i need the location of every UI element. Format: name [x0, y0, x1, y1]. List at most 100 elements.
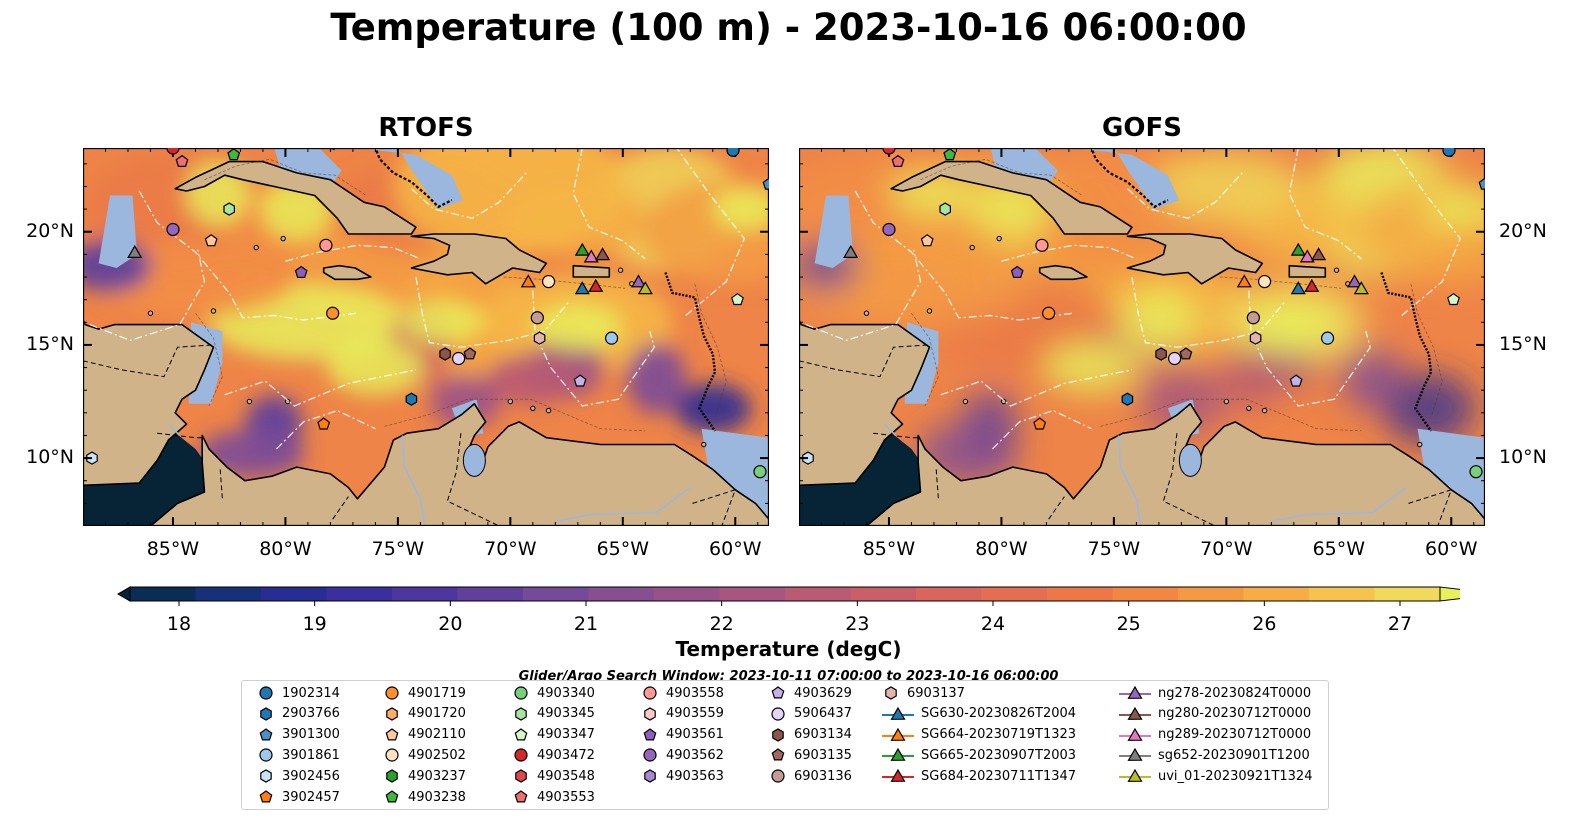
legend-label: 1902314: [282, 685, 340, 701]
legend-entry: ng289-20230712T0000: [1118, 725, 1311, 745]
marker-SG664-20230719T1323: [520, 274, 536, 288]
marker-5906437: [452, 351, 466, 366]
colorbar-segment: [1374, 587, 1441, 601]
legend-label: 4903561: [666, 727, 724, 743]
colorbar-segment: [195, 587, 262, 601]
legend-marker: [259, 790, 273, 803]
legend-marker: [643, 727, 657, 741]
legend-entry: SG665-20230907T2003: [881, 745, 1076, 765]
marker-SG684-20230711T1347: [588, 278, 604, 292]
marker-SG664-20230719T1323: [1236, 274, 1252, 288]
legend-marker: [385, 748, 399, 762]
legend-entry: 4903347: [511, 725, 595, 745]
marker-4903345: [223, 202, 235, 216]
legend-marker: [515, 769, 527, 783]
marker-6903135: [1179, 347, 1193, 360]
legend-entry: 2903766: [256, 704, 340, 724]
colorbar-segment: [1309, 587, 1375, 601]
marker-4903553: [175, 154, 189, 167]
legend-label: 2903766: [282, 706, 340, 722]
circle-marker-icon: [385, 686, 399, 700]
triangle-marker-icon: [1119, 748, 1151, 762]
colorbar-segment: [392, 587, 458, 601]
legend-label: ng289-20230712T0000: [1158, 727, 1312, 743]
colorbar-tick-label: 20: [438, 613, 462, 635]
colorbar-segment: [457, 587, 524, 601]
land-hispaniola: [1126, 233, 1264, 285]
marker-uvi_01-20230921T1324: [1353, 281, 1369, 295]
legend-label: ng278-20230824T0000: [1158, 685, 1312, 701]
pentagon-marker-icon: [259, 790, 273, 803]
legend-marker: [385, 727, 399, 741]
legend-label: 6903134: [794, 727, 852, 743]
marker-SG665-20230907T2003: [1290, 242, 1306, 256]
triangle-marker-icon: [1119, 706, 1151, 720]
colorbar-segment: [523, 587, 589, 601]
legend-entry: 4901719: [382, 683, 466, 703]
temperature-colorbar: 18 19 20 21 22 23 24 25 26 27: [117, 586, 1460, 635]
colorbar-segment: [850, 587, 917, 601]
marker-4903238: [943, 148, 957, 161]
legend-entry: SG684-20230711T1347: [881, 766, 1076, 786]
marker-SG665-20230907T2003: [574, 242, 590, 256]
circle-marker-icon: [259, 686, 273, 700]
legend-marker: [644, 769, 656, 783]
colorbar-segment: [261, 587, 327, 601]
legend-entry: 3901861: [256, 745, 340, 765]
marker-uvi_01-20230921T1324: [637, 281, 653, 295]
legend-marker: [643, 748, 657, 762]
hexagon-marker-icon: [515, 707, 527, 721]
marker-6903134: [439, 347, 451, 361]
legend-label: 4903347: [537, 727, 595, 743]
legend-label: 4901720: [408, 706, 466, 722]
legend-label: ng280-20230712T0000: [1158, 706, 1312, 722]
legend-marker: [1127, 685, 1143, 699]
legend-entry: 4903559: [640, 704, 724, 724]
legend-label: 4903345: [537, 706, 595, 722]
legend-entry: 4902110: [382, 725, 466, 745]
legend-marker: [515, 707, 527, 721]
rtofs-temperature-map: [83, 148, 769, 526]
marker-4903561: [1010, 265, 1024, 278]
legend-entry: 4903238: [382, 787, 466, 807]
circle-marker-icon: [385, 748, 399, 762]
legend-entry: SG664-20230719T1323: [881, 725, 1076, 745]
colorbar-segment: [916, 587, 982, 601]
legend-marker: [260, 707, 272, 721]
legend-entry: 4903472: [511, 745, 595, 765]
legend-marker: [514, 686, 528, 700]
colorbar-extend-low: [117, 586, 131, 602]
marker-ng280-20230712T0000: [1311, 247, 1327, 261]
legend-marker: [890, 748, 906, 762]
legend-label: 4901719: [408, 685, 466, 701]
colorbar-tick-label: 21: [574, 613, 598, 635]
colorbar-segment: [654, 587, 720, 601]
legend-marker: [643, 686, 657, 700]
colorbar-segment: [1178, 587, 1244, 601]
legend-marker: [259, 748, 273, 762]
marker-3901300: [1478, 177, 1485, 190]
land-cuba: [890, 160, 1133, 235]
colorbar-tick-label: 27: [1388, 613, 1412, 635]
lon-tick-label: 80°W: [975, 538, 1028, 560]
legend-marker: [890, 727, 906, 741]
marker-4903629: [573, 374, 587, 387]
pentagon-marker-icon: [514, 727, 528, 741]
lon-tick-label: 75°W: [1087, 538, 1141, 560]
legend-entry: ng278-20230824T0000: [1118, 683, 1311, 703]
marker-3901861: [604, 331, 619, 345]
legend-label: 4903629: [794, 685, 852, 701]
legend-entry: 3901300: [256, 725, 340, 745]
colorbar-tick-label: 22: [710, 613, 734, 635]
colorbar-tick-label: 23: [845, 613, 869, 635]
legend-label: 6903137: [907, 685, 965, 701]
legend-label: SG684-20230711T1347: [921, 768, 1077, 784]
circle-marker-icon: [643, 748, 657, 762]
colorbar-tick-label: 18: [167, 613, 191, 635]
legend-label: 4903548: [537, 768, 595, 784]
lat-tick-label-left: 15°N: [26, 332, 74, 355]
marker-1902314: [726, 148, 740, 157]
marker-6903136: [530, 311, 544, 325]
land-jamaica: [322, 264, 372, 281]
marker-ng289-20230712T0000: [583, 249, 599, 263]
